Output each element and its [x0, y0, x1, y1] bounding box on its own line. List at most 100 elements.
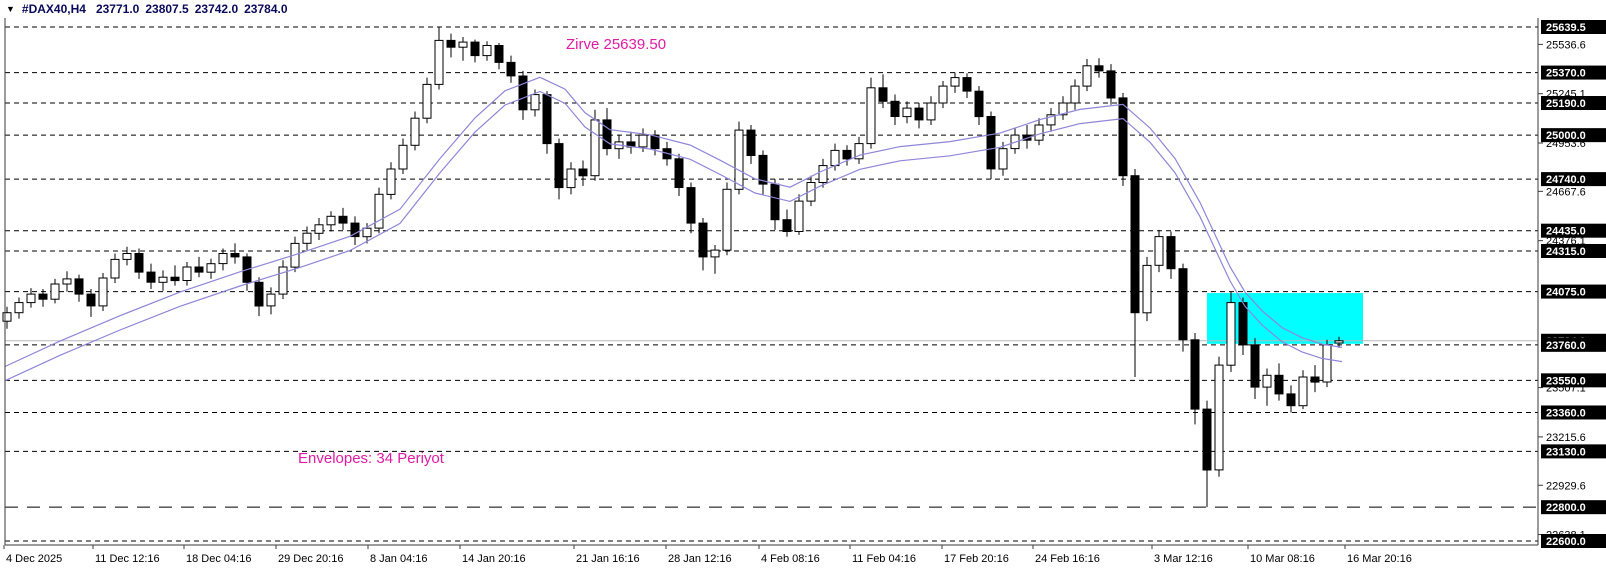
- time-axis-label: 4 Feb 08:16: [761, 553, 820, 565]
- candle-body: [422, 83, 432, 119]
- candle-body: [590, 119, 600, 177]
- candles-layer: [2, 26, 1344, 508]
- candle-body: [542, 94, 552, 145]
- candle-body: [446, 39, 456, 48]
- price-level-label[interactable]: 23550.0: [1546, 375, 1586, 387]
- candle-body: [1226, 302, 1236, 366]
- candle-body: [362, 227, 372, 238]
- candle-body: [266, 293, 276, 307]
- candle-body: [794, 200, 804, 233]
- price-level-label-bg[interactable]: [1541, 284, 1606, 299]
- candle-body: [1262, 374, 1272, 388]
- candle-body: [1202, 408, 1212, 471]
- candle-body: [482, 45, 492, 57]
- envelope-lower-line: [4, 90, 1343, 382]
- price-level-label-bg[interactable]: [1541, 243, 1606, 258]
- candle-body: [434, 39, 444, 85]
- symbol-dropdown-icon[interactable]: ▼: [6, 4, 15, 14]
- time-axis-label: 8 Jan 04:16: [370, 553, 428, 565]
- candle-body: [410, 117, 420, 146]
- candle-body: [170, 276, 180, 282]
- time-axis-label: 11 Dec 12:16: [95, 553, 160, 565]
- candle-body: [1094, 65, 1104, 72]
- candle-body: [1334, 340, 1344, 344]
- candle-body: [806, 182, 816, 202]
- candle-body: [158, 276, 168, 283]
- price-level-label-bg[interactable]: [1541, 444, 1606, 459]
- candle-body: [194, 266, 204, 273]
- candle-body: [1274, 374, 1284, 395]
- price-level-label-bg[interactable]: [1541, 65, 1606, 80]
- candle-body: [1310, 376, 1320, 383]
- candle-body: [470, 41, 480, 57]
- price-level-label[interactable]: 24435.0: [1546, 226, 1586, 238]
- candle-body: [746, 129, 756, 157]
- price-level-label[interactable]: 23760.0: [1546, 340, 1586, 352]
- candle-body: [962, 77, 972, 92]
- candle-body: [374, 193, 384, 229]
- candle-body: [674, 158, 684, 189]
- price-level-label-bg[interactable]: [1541, 19, 1606, 34]
- price-level-label[interactable]: 22600.0: [1546, 536, 1586, 548]
- candle-body: [1046, 114, 1056, 126]
- candle-body: [182, 266, 192, 281]
- candle-body: [1106, 70, 1116, 99]
- candle-body: [1082, 65, 1092, 87]
- price-level-label-bg[interactable]: [1541, 172, 1606, 187]
- candle-body: [1154, 236, 1164, 266]
- candle-body: [650, 134, 660, 150]
- candle-body: [998, 148, 1008, 170]
- price-level-label-bg[interactable]: [1541, 405, 1606, 420]
- price-level-label[interactable]: 25370.0: [1546, 68, 1586, 80]
- candle-body: [1166, 236, 1176, 270]
- annotation-envelopes-text[interactable]: Envelopes: 34 Periyot: [298, 450, 444, 467]
- candle-body: [50, 283, 60, 300]
- candle-body: [1322, 344, 1332, 383]
- candle-body: [1142, 264, 1152, 314]
- candle-body: [830, 149, 840, 167]
- time-axis-label: 16 Mar 20:16: [1347, 553, 1412, 565]
- candle-body: [326, 215, 336, 226]
- price-level-label-bg[interactable]: [1541, 534, 1606, 548]
- price-level-label-bg[interactable]: [1541, 500, 1606, 515]
- price-axis-label: 25536.6: [1546, 39, 1586, 51]
- candle-body: [566, 168, 576, 189]
- candle-body: [902, 107, 912, 118]
- price-level-label[interactable]: 24075.0: [1546, 287, 1586, 299]
- price-level-label[interactable]: 25190.0: [1546, 98, 1586, 110]
- candle-body: [770, 183, 780, 221]
- price-level-label[interactable]: 24740.0: [1546, 174, 1586, 186]
- candle-body: [206, 263, 216, 273]
- symbol-timeframe-label: #DAX40,H4: [21, 2, 86, 16]
- price-level-label[interactable]: 23360.0: [1546, 407, 1586, 419]
- price-level-label[interactable]: 22800.0: [1546, 502, 1586, 514]
- annotation-peak-text[interactable]: Zirve 25639.50: [566, 36, 667, 53]
- ohlc-open-value: 23771.0: [95, 2, 140, 16]
- candle-body: [1298, 376, 1308, 407]
- price-level-label-bg[interactable]: [1541, 223, 1606, 238]
- price-level-label[interactable]: 25000.0: [1546, 130, 1586, 142]
- candle-body: [110, 258, 120, 279]
- time-axis-label: 18 Dec 04:16: [186, 553, 251, 565]
- time-axis-label: 29 Dec 20:16: [278, 553, 343, 565]
- candle-body: [878, 87, 888, 102]
- candle-body: [458, 41, 468, 48]
- time-axis-label: 21 Jan 16:16: [576, 553, 640, 565]
- price-level-label[interactable]: 25639.5: [1546, 22, 1586, 34]
- candle-body: [698, 222, 708, 258]
- price-level-label[interactable]: 23130.0: [1546, 446, 1586, 458]
- candle-body: [1130, 175, 1140, 314]
- price-level-label-bg[interactable]: [1541, 96, 1606, 111]
- price-level-label[interactable]: 24315.0: [1546, 246, 1586, 258]
- price-level-label-bg[interactable]: [1541, 128, 1606, 143]
- time-axis-label: 10 Mar 08:16: [1250, 553, 1315, 565]
- candle-body: [38, 293, 48, 300]
- candle-body: [386, 168, 396, 195]
- candle-body: [602, 119, 612, 150]
- price-level-label-bg[interactable]: [1541, 337, 1606, 352]
- candle-body: [2, 312, 12, 322]
- price-level-label-bg[interactable]: [1541, 373, 1606, 388]
- candle-body: [890, 100, 900, 118]
